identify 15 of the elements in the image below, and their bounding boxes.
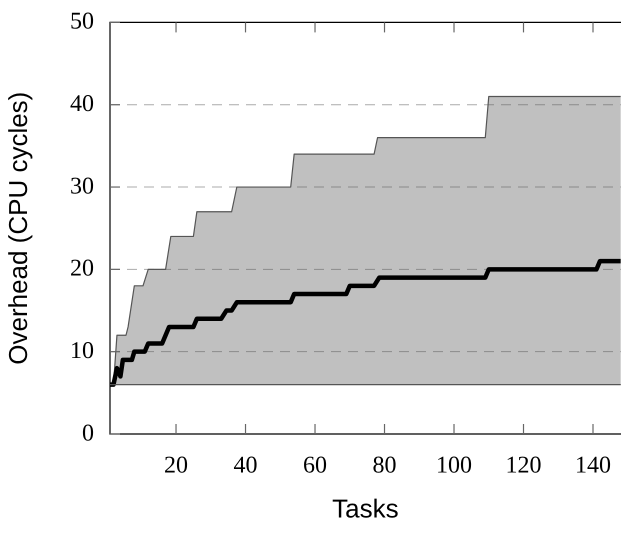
x-tick-label: 120 xyxy=(506,452,542,479)
x-tick-label: 100 xyxy=(436,452,472,479)
x-tick-label: 140 xyxy=(575,452,611,479)
y-tick-label: 10 xyxy=(70,338,94,364)
x-axis-title: Tasks xyxy=(332,494,399,524)
x-tick-label: 80 xyxy=(372,452,397,479)
y-tick-label: 0 xyxy=(82,420,94,446)
y-tick-label: 20 xyxy=(70,256,94,282)
x-tick-label: 60 xyxy=(303,452,328,479)
y-tick-label: 40 xyxy=(70,91,94,118)
x-tick-label: 20 xyxy=(164,452,188,479)
y-tick-label: 50 xyxy=(70,8,94,35)
x-tick-label: 40 xyxy=(234,452,258,479)
y-tick-label: 30 xyxy=(70,173,94,200)
y-axis-title: Overhead (CPU cycles) xyxy=(2,92,33,365)
